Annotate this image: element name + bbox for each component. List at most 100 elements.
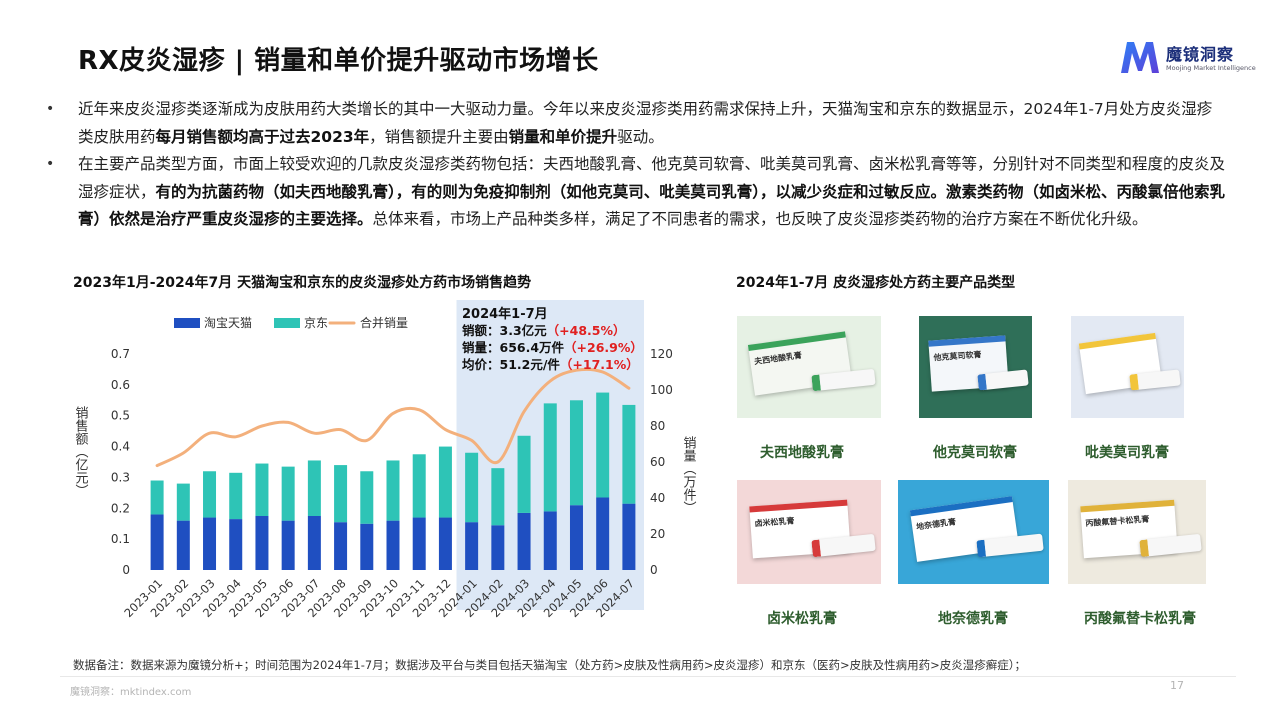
product-label: 卤米松乳膏 <box>767 611 837 627</box>
bullet-text: 在主要产品类型方面，市面上较受欢迎的几款皮炎湿疹类药物包括：夫西地酸乳膏、他克莫… <box>78 155 1226 201</box>
legend-swatch <box>174 318 200 328</box>
product-box-text: 他克莫司软膏 <box>933 350 983 363</box>
bar-tmall <box>386 520 400 570</box>
bullet-item: 在主要产品类型方面，市面上较受欢迎的几款皮炎湿疹类药物包括：夫西地酸乳膏、他克莫… <box>46 151 1226 234</box>
y-tick-label: 0.2 <box>111 501 130 515</box>
bar-jd <box>203 471 217 518</box>
bar-jd <box>517 435 531 513</box>
y-tick-label: 0 <box>122 563 130 577</box>
product-label: 夫西地酸乳膏 <box>760 445 844 461</box>
product-label: 吡美莫司乳膏 <box>1085 445 1169 461</box>
legend-label: 合并销量 <box>360 315 408 330</box>
product-image: 地奈德乳膏 <box>898 480 1049 584</box>
y2-tick-label: 120 <box>650 347 673 361</box>
y2-tick-label: 80 <box>650 419 665 433</box>
annotation-title: 2024年1-7月 <box>462 306 548 322</box>
product-box-text: 地奈德乳膏 <box>915 517 957 532</box>
bullet-text: 驱动。 <box>617 127 664 146</box>
bar-tmall <box>596 497 610 570</box>
bar-tmall <box>465 522 479 570</box>
bar-tmall <box>360 523 374 570</box>
y-tick-label: 0.1 <box>111 532 130 546</box>
bar-jd <box>150 480 164 515</box>
annotation-row: 销额：3.3亿元（+48.5%） <box>462 323 626 338</box>
bar-tmall <box>229 519 243 570</box>
legend-label: 京东 <box>304 316 328 330</box>
annotation-change: （+48.5%） <box>547 323 626 338</box>
bar-jd <box>491 468 505 526</box>
y-tick-label: 0.7 <box>111 347 130 361</box>
brand-logo: 魔镜洞察 Moojing Market Intelligence <box>1118 38 1258 78</box>
annotation-change: （+17.1%） <box>560 357 639 372</box>
annotation-value: 均价：51.2元/件 <box>462 357 560 372</box>
bar-jd <box>307 460 321 516</box>
bar-jd <box>255 463 269 516</box>
footer-divider <box>60 676 1236 677</box>
bar-tmall <box>438 517 452 570</box>
logo-name: 魔镜洞察 <box>1166 45 1235 64</box>
bar-jd <box>543 403 557 512</box>
products-title: 2024年1-7月 皮炎湿疹处方药主要产品类型 <box>736 275 1016 291</box>
product-box-text: 丙酸氟替卡松乳膏 <box>1084 514 1150 528</box>
bar-jd <box>281 466 295 521</box>
product-image <box>1071 316 1184 418</box>
y2-tick-label: 100 <box>650 383 673 397</box>
y-axis-label: 销售额（亿元） <box>73 406 89 497</box>
annotation-value: 销量：656.4万件 <box>462 340 565 355</box>
page-number: 17 <box>1170 679 1184 692</box>
product-box-text <box>1080 339 1158 362</box>
sales-trend-chart: 0 0.1 0.2 0.3 0.4 0.5 0.6 0.7 0 20 40 60 80 100 120 销售额… <box>73 300 697 620</box>
bar-jd <box>176 483 190 521</box>
bar-jd <box>569 400 583 506</box>
product-box-text: 卤米松乳膏 <box>754 516 796 529</box>
y2-tick-label: 60 <box>650 455 665 469</box>
y2-axis-label: 销量（万件） <box>681 436 697 514</box>
bar-jd <box>622 404 636 504</box>
annotation-change: （+26.9%） <box>564 340 643 355</box>
y-tick-label: 0.3 <box>111 470 130 484</box>
product-image: 他克莫司软膏 <box>919 316 1032 418</box>
bullet-bold-text: 每月销售额均高于过去2023年 <box>155 127 370 146</box>
bar-tmall <box>281 520 295 570</box>
product-label: 他克莫司软膏 <box>933 445 1017 461</box>
data-note: 数据备注：数据来源为魔镜分析+；时间范围为2024年1-7月；数据涉及平台与类目… <box>73 658 1026 672</box>
bar-jd <box>412 454 426 518</box>
bar-tmall <box>255 516 269 570</box>
product-label: 丙酸氟替卡松乳膏 <box>1084 611 1196 627</box>
y2-tick-label: 0 <box>650 563 658 577</box>
bar-tmall <box>517 512 531 570</box>
y-tick-label: 0.5 <box>111 409 130 423</box>
bar-tmall <box>569 505 583 570</box>
product-box-text: 夫西地酸乳膏 <box>754 351 803 367</box>
annotation-value: 销额：3.3亿元 <box>462 323 547 338</box>
logo-m-icon <box>1121 42 1159 73</box>
bar-tmall <box>334 522 348 570</box>
chart-title: 2023年1月-2024年7月 天猫淘宝和京东的皮炎湿疹处方药市场销售趋势 <box>73 275 532 291</box>
bullet-text: 总体来看，市场上产品种类多样，满足了不同患者的需求，也反映了皮炎湿疹类药物的治疗… <box>372 210 1148 228</box>
product-image: 丙酸氟替卡松乳膏 <box>1068 480 1206 584</box>
bar-tmall <box>203 517 217 570</box>
bullet-text: 近年来皮炎湿疹类逐渐成为皮肤用药大类增长的其中一大驱动力量。今年以来皮炎湿疹类用… <box>78 100 1213 146</box>
bar-tmall <box>307 516 321 570</box>
bullet-list: 近年来皮炎湿疹类逐渐成为皮肤用药大类增长的其中一大驱动力量。今年以来皮炎湿疹类用… <box>46 96 1226 234</box>
bar-jd <box>360 471 374 524</box>
logo-tagline: Moojing Market Intelligence <box>1166 64 1256 72</box>
bar-jd <box>465 452 479 523</box>
y2-tick-label: 20 <box>650 527 665 541</box>
y-tick-label: 0.4 <box>111 440 130 454</box>
bar-tmall <box>491 525 505 570</box>
y2-tick-label: 40 <box>650 491 665 505</box>
bar-jd <box>334 465 348 523</box>
bullet-item: 近年来皮炎湿疹类逐渐成为皮肤用药大类增长的其中一大驱动力量。今年以来皮炎湿疹类用… <box>46 96 1226 151</box>
bar-jd <box>229 472 243 520</box>
bar-tmall <box>543 511 557 570</box>
bar-jd <box>596 392 610 498</box>
line-combined-volume <box>155 367 631 468</box>
bullet-bold-text: 有的为抗菌药物（如夫西地酸乳膏），有的则为免疫抑制剂（如他克莫司、吡美莫司乳膏）… <box>78 182 1226 229</box>
annotation-row: 销量：656.4万件（+26.9%） <box>462 340 643 355</box>
bar-tmall <box>622 503 636 570</box>
bar-tmall <box>412 517 426 570</box>
page-title: RX皮炎湿疹 | 销量和单价提升驱动市场增长 <box>78 46 599 76</box>
bar-jd <box>438 446 452 518</box>
y-tick-label: 0.6 <box>111 378 130 392</box>
